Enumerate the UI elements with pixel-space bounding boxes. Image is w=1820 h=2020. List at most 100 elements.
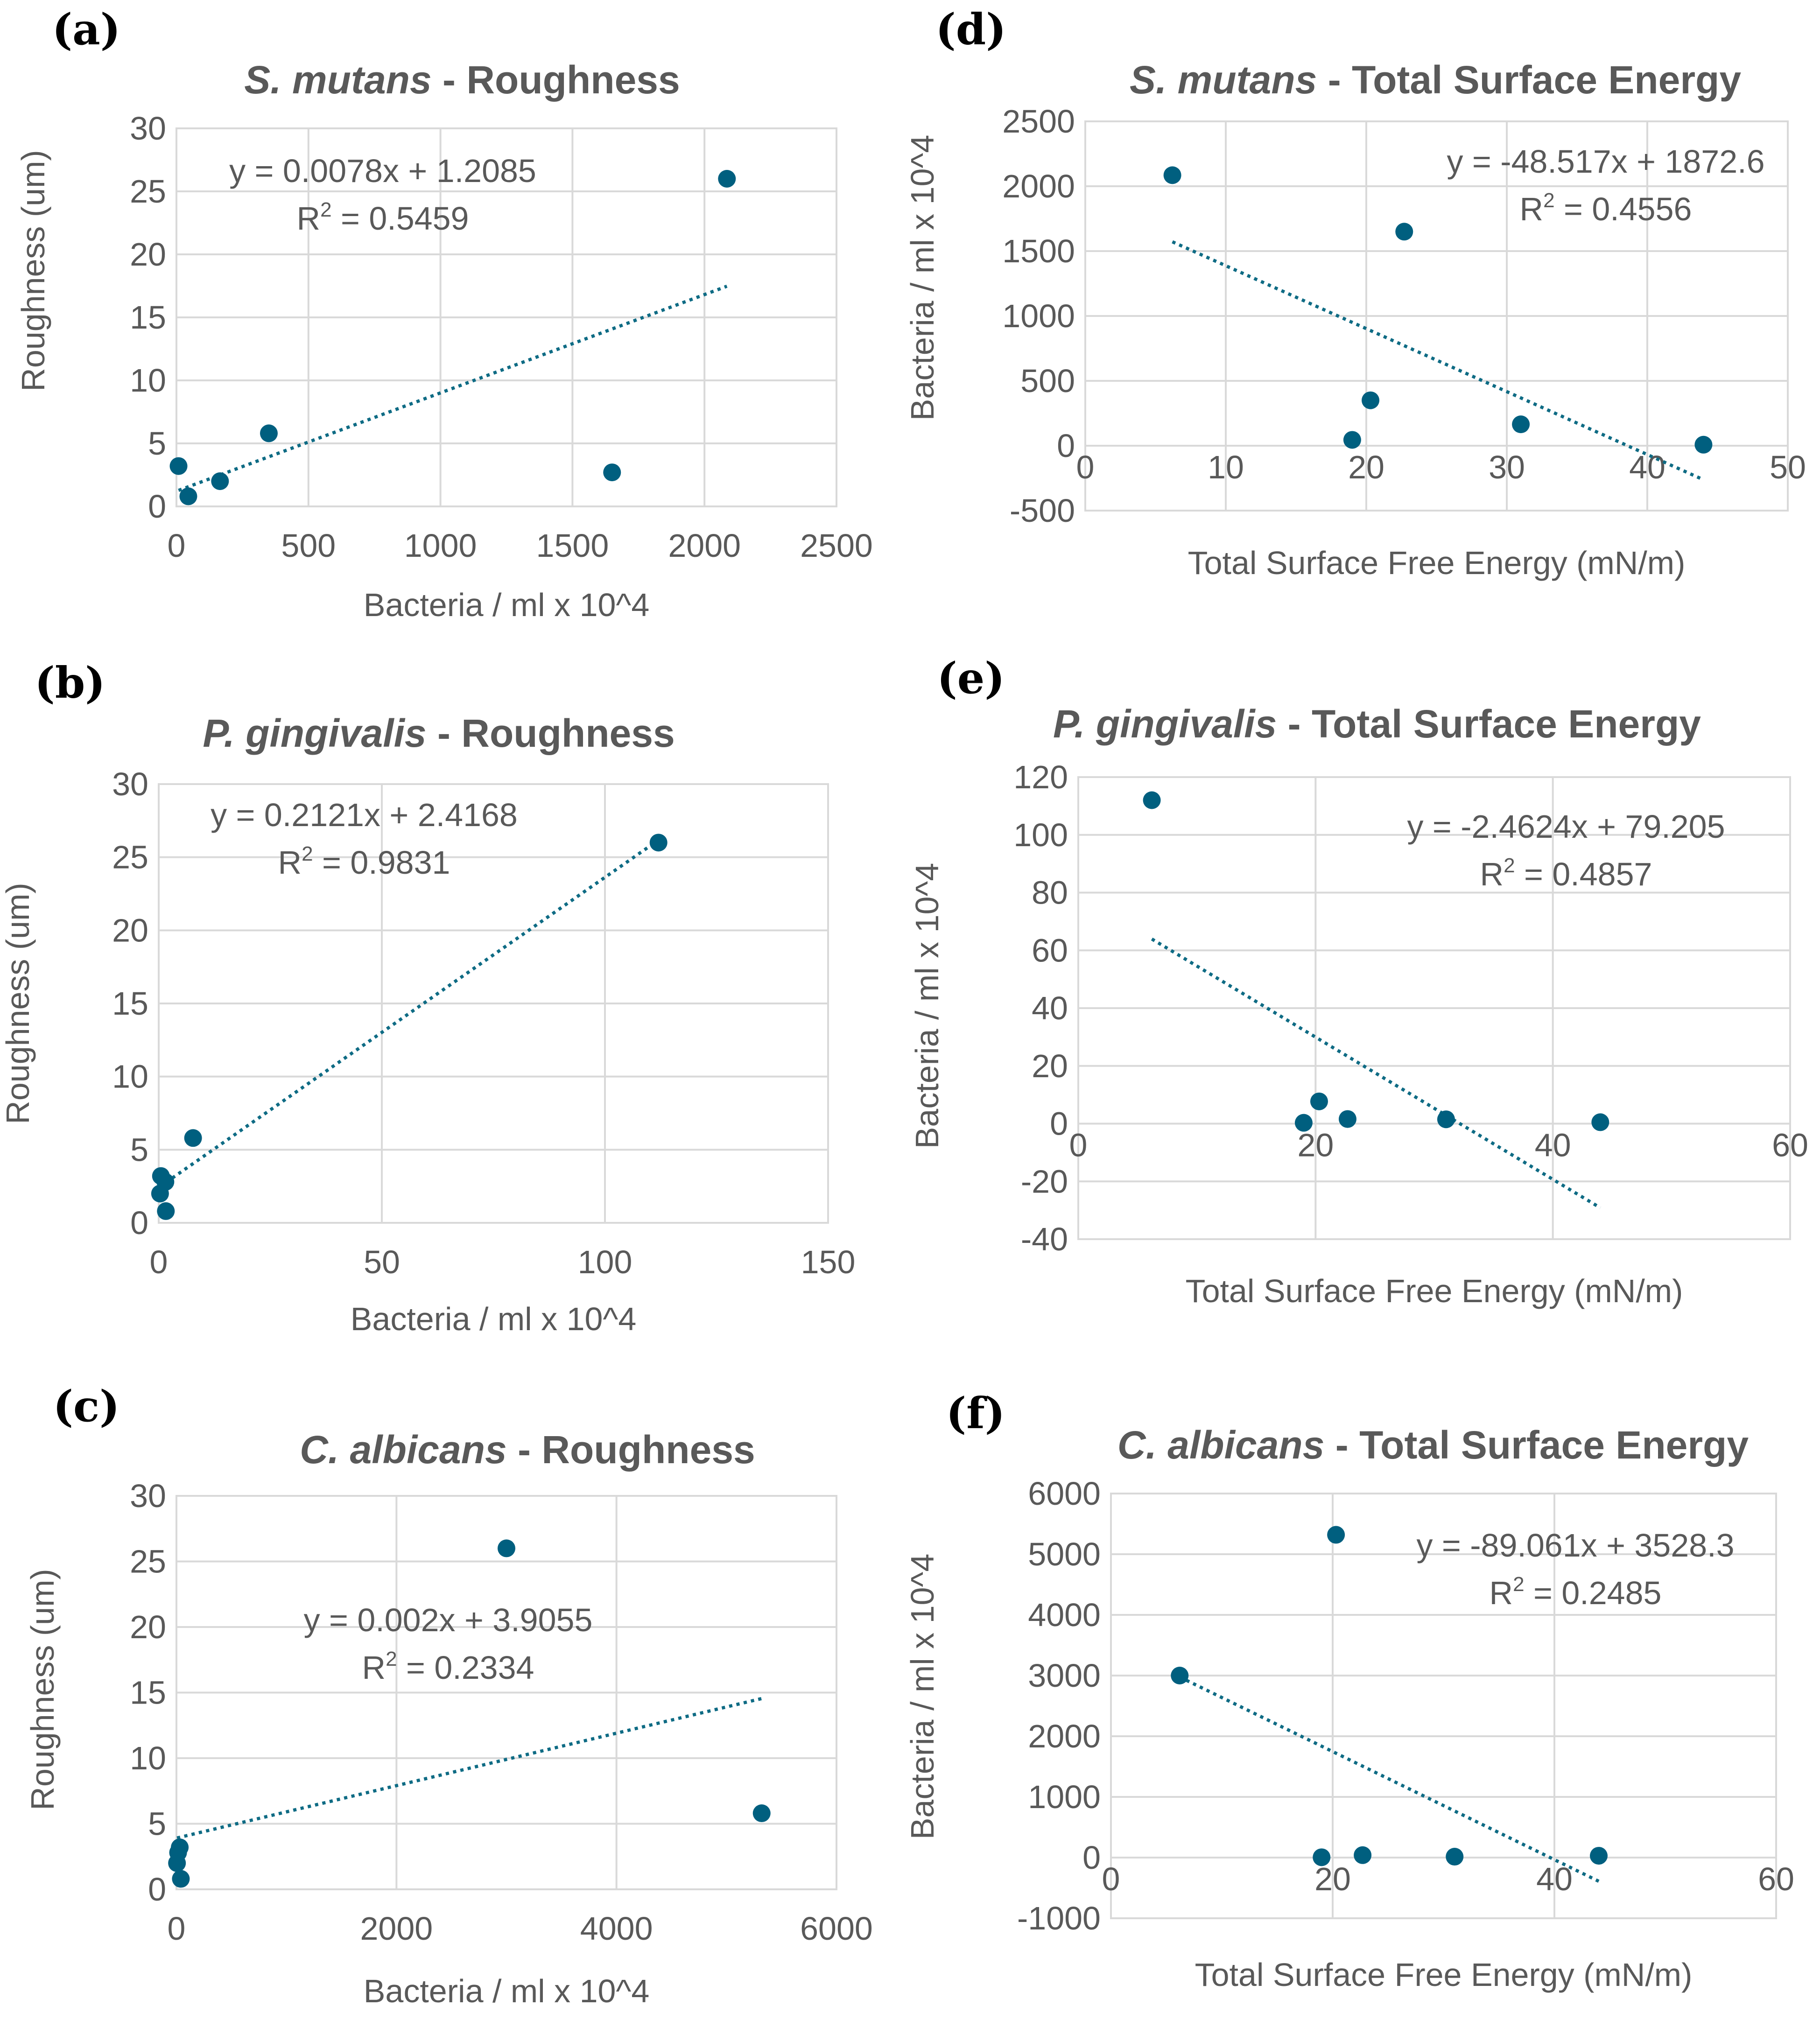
y-tick-label: 0	[148, 1871, 166, 1908]
r-squared-symbol: R	[297, 200, 321, 237]
x-tick-label: 40	[1536, 1861, 1573, 1897]
x-tick-label: 0	[1069, 1127, 1088, 1164]
trendline-equation: y = 0.2121x + 2.4168	[211, 797, 518, 833]
chart-title: S. mutans - Roughness	[244, 58, 680, 102]
y-tick-label: -40	[1021, 1221, 1068, 1257]
x-tick-label: 6000	[800, 1910, 873, 1947]
r-squared-superscript: 2	[320, 198, 331, 221]
y-axis-label: Bacteria / ml x 10^4	[904, 1554, 941, 1840]
x-tick-label: 20	[1348, 449, 1384, 485]
x-tick-label: 150	[801, 1244, 856, 1280]
chart-title-species: C. albicans	[1117, 1423, 1325, 1467]
chart-title: C. albicans - Roughness	[300, 1428, 755, 1472]
data-point	[1338, 1110, 1356, 1128]
y-tick-label: 10	[130, 362, 166, 399]
r-squared-symbol: R	[1480, 856, 1504, 892]
data-point	[260, 424, 278, 442]
chart-title-species: S. mutans	[244, 58, 431, 102]
data-point	[169, 457, 188, 475]
data-point	[1694, 435, 1713, 454]
y-tick-label: 2500	[1002, 103, 1075, 140]
panel-label: (f)	[946, 1388, 1005, 1438]
x-tick-label: 0	[168, 1910, 186, 1947]
y-tick-label: 3000	[1028, 1657, 1101, 1694]
x-tick-label: 50	[364, 1244, 400, 1280]
x-tick-label: 60	[1772, 1127, 1808, 1164]
data-point	[1591, 1113, 1609, 1131]
y-axis-label: Bacteria / ml x 10^4	[909, 863, 945, 1149]
x-tick-label: 0	[1076, 449, 1095, 485]
r-squared-symbol: R	[1520, 191, 1544, 227]
panel-label: (a)	[52, 4, 121, 55]
y-tick-label: 5000	[1028, 1536, 1101, 1572]
x-tick-label: 2000	[360, 1910, 433, 1947]
y-tick-label: 40	[1032, 990, 1068, 1026]
y-tick-label: -20	[1021, 1163, 1068, 1199]
data-point	[1163, 166, 1181, 184]
r-squared-superscript: 2	[386, 1648, 397, 1670]
x-tick-label: 100	[578, 1244, 632, 1280]
data-point	[1395, 223, 1413, 241]
y-tick-label: 1500	[1002, 233, 1075, 269]
data-point	[1143, 791, 1161, 809]
trendline-equation: y = 0.0078x + 1.2085	[229, 153, 536, 189]
data-point	[718, 170, 736, 188]
data-point	[211, 472, 229, 490]
y-tick-label: 25	[112, 839, 148, 876]
y-tick-label: 1000	[1028, 1779, 1101, 1815]
r-squared-value: = 0.9831	[313, 844, 450, 881]
y-tick-label: 2000	[1002, 168, 1075, 204]
y-tick-label: 6000	[1028, 1475, 1101, 1512]
trendline	[1172, 240, 1704, 482]
x-tick-label: 40	[1629, 449, 1665, 485]
y-tick-label: 100	[1013, 817, 1068, 853]
y-tick-label: 15	[130, 1675, 166, 1711]
y-tick-label: 0	[1057, 428, 1075, 464]
data-point	[1354, 1846, 1372, 1864]
x-tick-label: 500	[281, 527, 336, 564]
x-tick-label: 40	[1535, 1127, 1571, 1164]
chart-panel-f: (f) C. albicans - Total Surface Energy -10…	[904, 1388, 1794, 1993]
y-tick-label: 0	[148, 488, 166, 525]
data-point	[1512, 415, 1530, 434]
x-tick-label: 20	[1314, 1861, 1351, 1897]
trendline	[159, 839, 660, 1188]
y-tick-label: 25	[130, 1543, 166, 1580]
data-point	[156, 1173, 175, 1191]
chart-title-rest: - Total Surface Energy	[1277, 702, 1701, 746]
data-point	[1313, 1848, 1331, 1866]
x-tick-label: 50	[1770, 449, 1806, 485]
chart-title-species: C. albicans	[300, 1428, 507, 1472]
y-tick-label: 30	[130, 110, 166, 147]
data-point	[1590, 1847, 1608, 1865]
x-tick-label: 0	[168, 527, 186, 564]
r-squared-value: = 0.5459	[332, 200, 469, 237]
y-tick-label: 25	[130, 173, 166, 210]
y-tick-label: -1000	[1017, 1900, 1101, 1936]
trendline-equation: y = 0.002x + 3.9055	[304, 1602, 593, 1638]
chart-title: C. albicans - Total Surface Energy	[1117, 1423, 1749, 1467]
y-tick-label: 15	[130, 299, 166, 336]
trendline	[178, 284, 728, 492]
y-tick-label: 120	[1013, 759, 1068, 795]
r-squared-superscript: 2	[1504, 854, 1515, 877]
x-tick-label: 1000	[404, 527, 477, 564]
data-point	[1446, 1848, 1464, 1866]
r-squared-value: = 0.2334	[397, 1649, 534, 1686]
x-axis-label: Total Surface Free Energy (mN/m)	[1188, 545, 1686, 581]
r-squared-value: = 0.2485	[1525, 1575, 1662, 1611]
x-tick-label: 2500	[800, 527, 873, 564]
data-point	[603, 463, 621, 482]
y-tick-label: 5	[130, 1131, 148, 1168]
chart-title-species: S. mutans	[1130, 58, 1317, 102]
y-tick-label: 5	[148, 1806, 166, 1842]
y-tick-label: 4000	[1028, 1597, 1101, 1633]
chart-title-species: P. gingivalis	[203, 711, 426, 755]
r-squared-label: R2 = 0.4857	[1480, 854, 1652, 892]
x-tick-label: 2000	[668, 527, 741, 564]
x-axis-label: Bacteria / ml x 10^4	[364, 1973, 650, 2009]
x-tick-label: 60	[1758, 1861, 1794, 1897]
chart-title-rest: - Total Surface Energy	[1324, 1423, 1749, 1467]
y-axis-label: Roughness (um)	[0, 883, 36, 1124]
data-point	[1327, 1526, 1345, 1544]
